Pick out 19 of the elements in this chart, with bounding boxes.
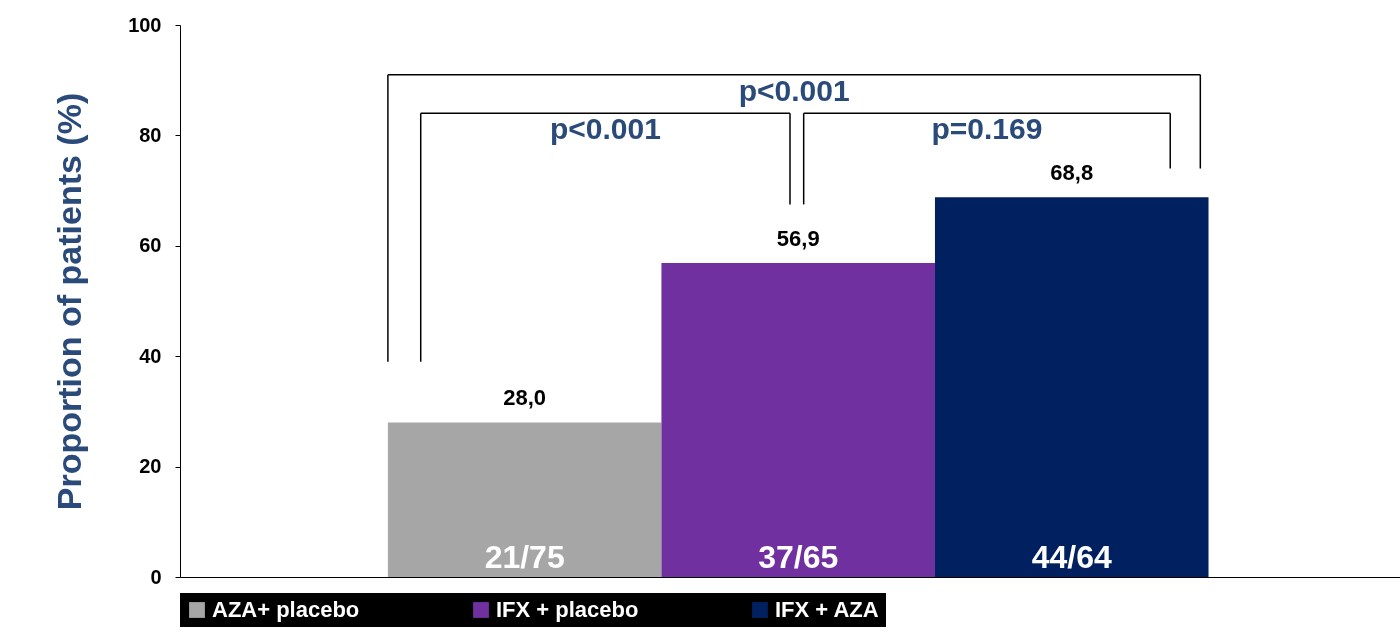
- y-tick-label: 40: [139, 344, 162, 367]
- y-axis-title: Proportion of patients (%): [50, 92, 89, 511]
- data-label: 28,0: [503, 385, 547, 411]
- annotation: p<0.001: [549, 112, 661, 146]
- legend-label: AZA+ placebo: [212, 597, 360, 622]
- annotation: p<0.001: [738, 73, 850, 107]
- annotation: 44/64: [1031, 539, 1112, 575]
- legend-label: IFX + AZA: [775, 597, 879, 622]
- annotation: p=0.169: [931, 112, 1043, 146]
- y-tick-label: 60: [139, 234, 162, 257]
- y-tick-label: 80: [139, 123, 162, 146]
- legend-label: IFX + placebo: [496, 597, 639, 622]
- data-label: 56,9: [776, 225, 820, 251]
- y-tick-label: 20: [139, 455, 162, 478]
- y-tick-label: 0: [150, 565, 162, 588]
- annotation: 37/65: [758, 539, 839, 575]
- y-tick-label: 100: [128, 13, 162, 36]
- annotation: 21/75: [484, 539, 565, 575]
- data-label: 68,8: [1050, 160, 1094, 186]
